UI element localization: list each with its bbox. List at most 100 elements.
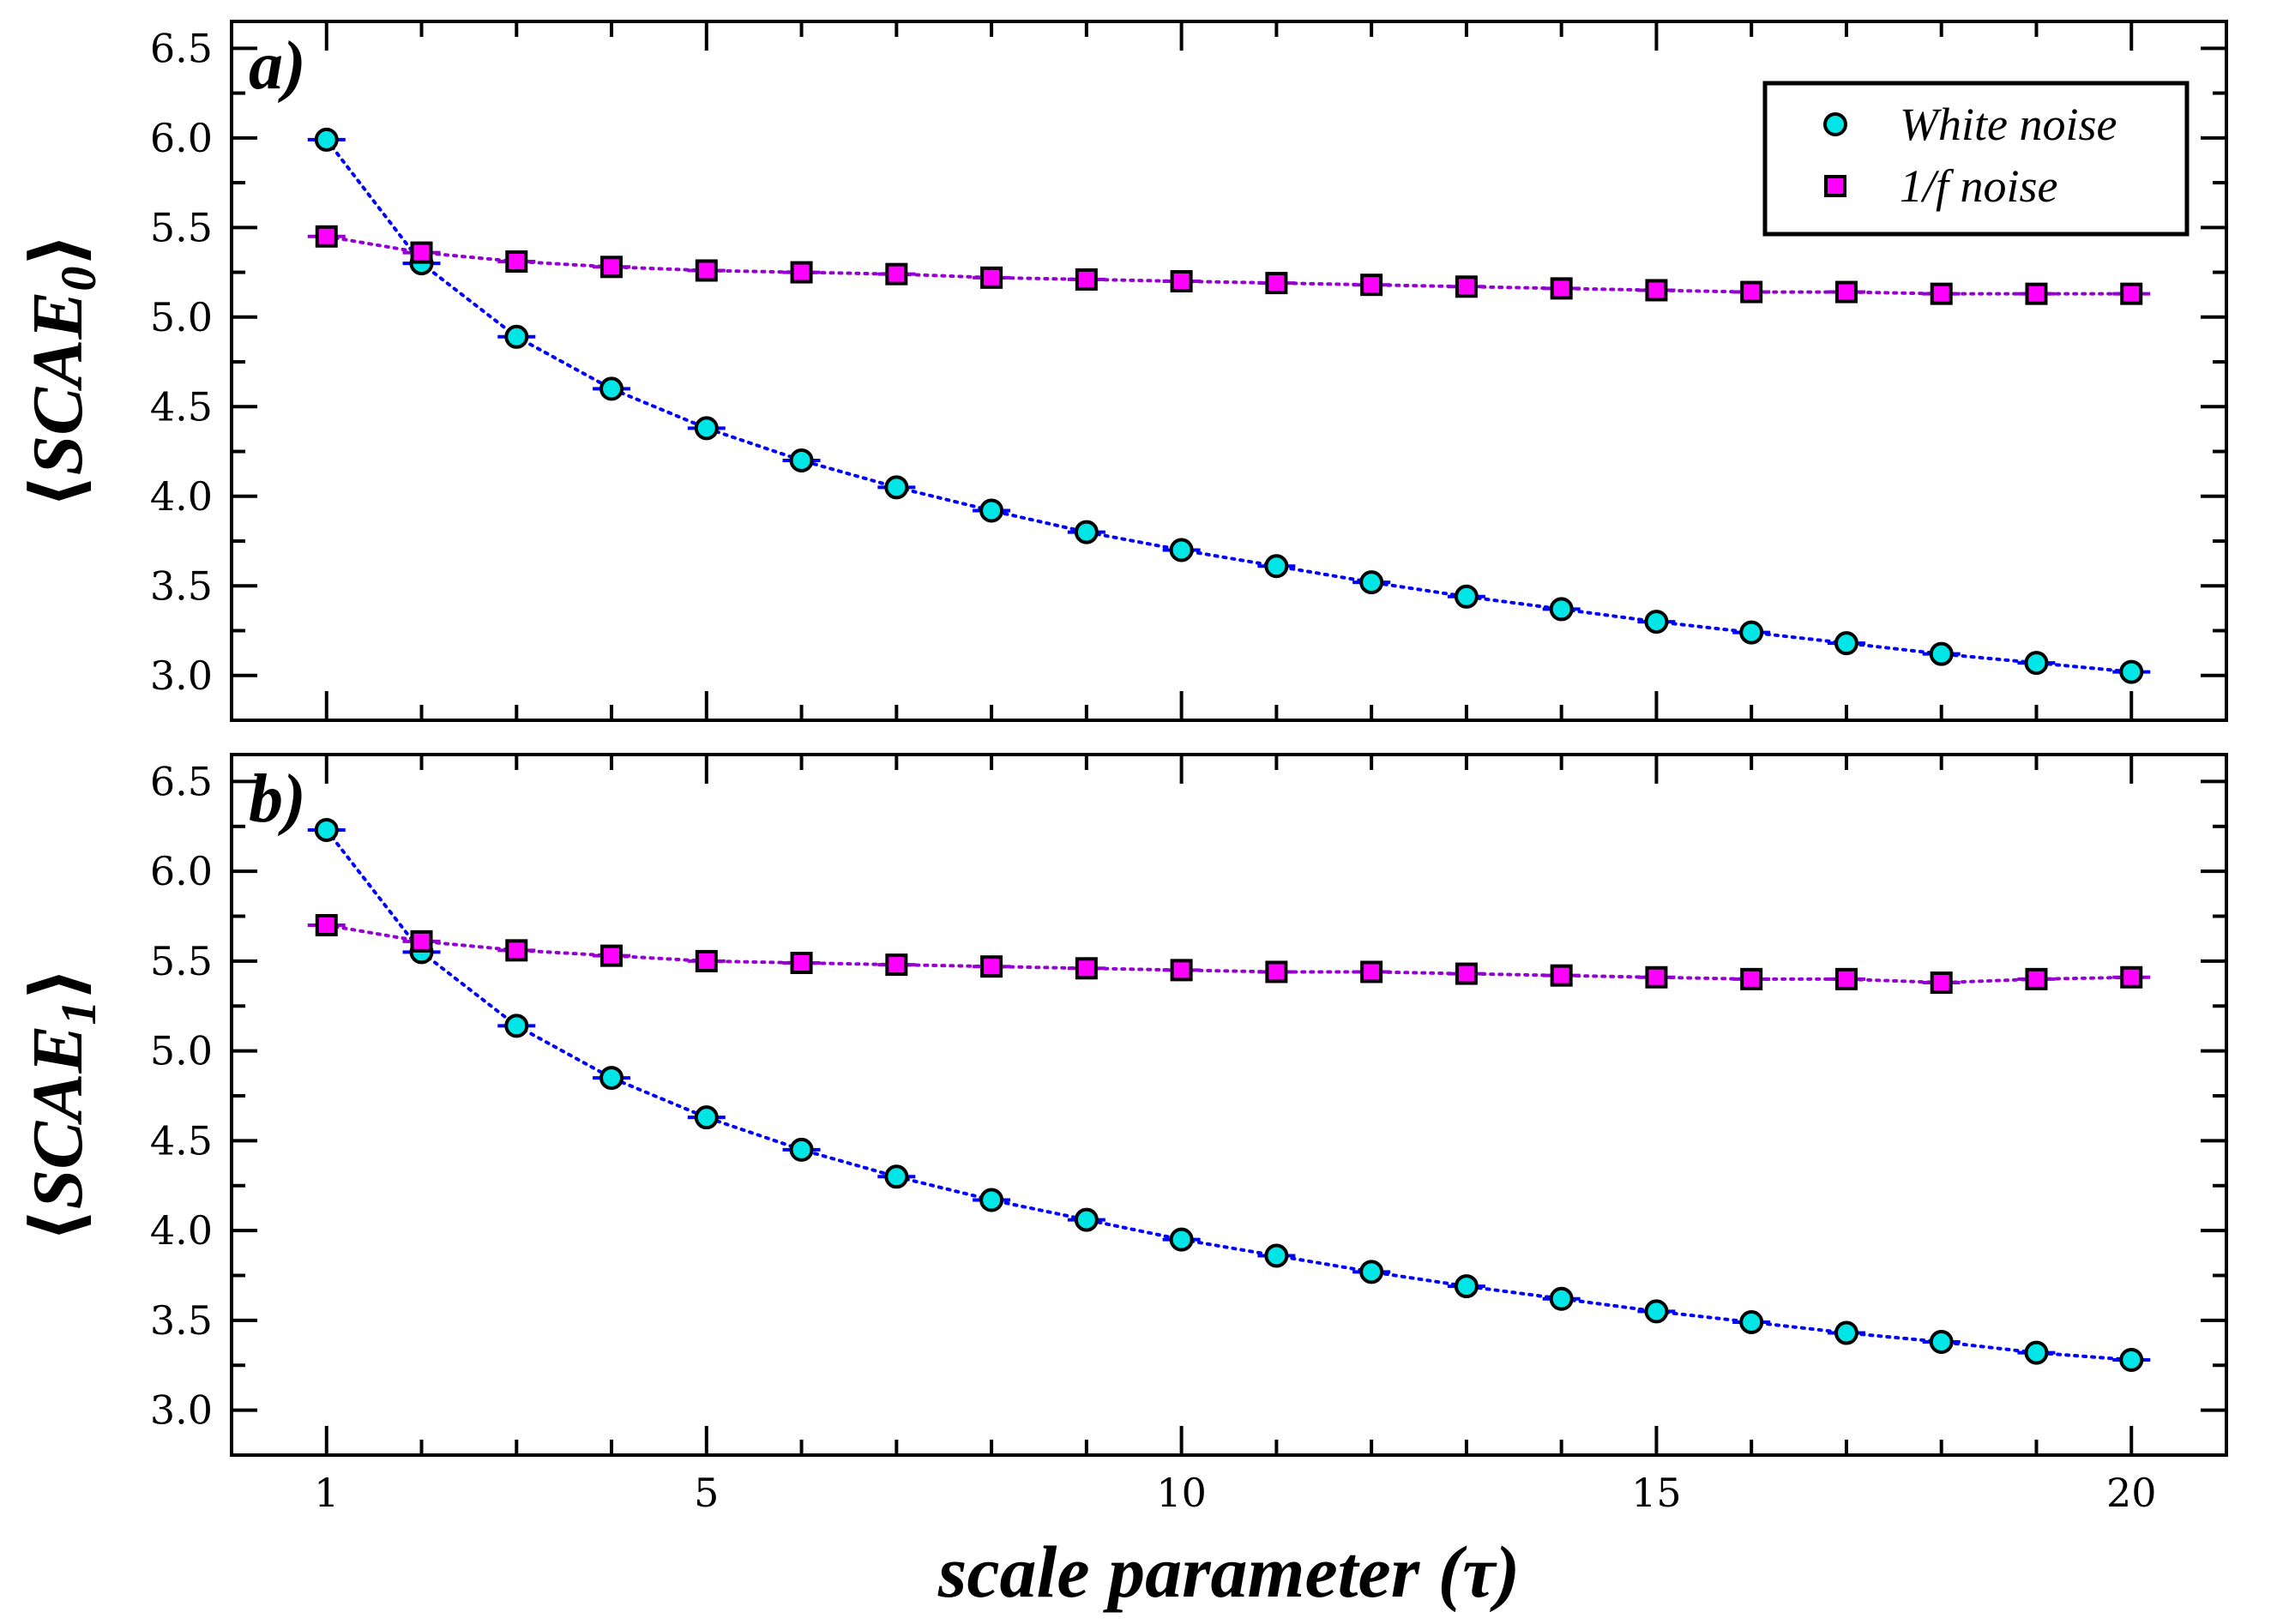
- data-point-white-noise: [1169, 1227, 1194, 1252]
- data-point-1f-noise: [790, 952, 813, 975]
- data-point-white-noise: [694, 416, 719, 441]
- series-line: [324, 137, 2134, 674]
- legend-label: 1/f noise: [1900, 160, 2058, 212]
- data-point-white-noise: [789, 1137, 814, 1162]
- x-tick-label: 20: [2106, 1470, 2157, 1516]
- data-point-white-noise: [1549, 597, 1574, 622]
- data-point-1f-noise: [1455, 275, 1478, 298]
- data-point-1f-noise: [790, 261, 813, 284]
- data-point-white-noise: [2119, 1347, 2144, 1372]
- data-point-1f-noise: [2025, 967, 2048, 990]
- x-tick-label: 5: [694, 1470, 719, 1516]
- data-point-1f-noise: [2025, 282, 2048, 305]
- data-point-white-noise: [599, 1066, 624, 1091]
- panel-a: 3.0 3.5 4.0 4.5 5.0 5.5 6.0 6.5 a) ⟨SCAE0⟩ White n…: [18, 20, 2228, 722]
- data-point-1f-noise: [695, 949, 718, 972]
- data-point-1f-noise: [980, 955, 1003, 978]
- data-point-white-noise: [1644, 1299, 1669, 1324]
- data-point-1f-noise: [1834, 967, 1858, 990]
- data-point-1f-noise: [980, 266, 1003, 289]
- data-point-1f-noise: [315, 225, 338, 248]
- data-point-white-noise: [1739, 620, 1764, 645]
- legend-box: [1762, 81, 2190, 237]
- data-point-1f-noise: [1265, 272, 1288, 295]
- y-tick-label: 4.5: [150, 1117, 213, 1164]
- y-tick-label: 4.0: [150, 473, 213, 520]
- data-point-white-noise: [1264, 554, 1289, 579]
- data-point-1f-noise: [1930, 971, 1953, 995]
- series-line: [324, 234, 2134, 296]
- data-point-white-noise: [314, 127, 339, 152]
- data-point-white-noise: [1454, 584, 1479, 609]
- data-point-1f-noise: [1360, 274, 1383, 297]
- y-tick-label: 5.5: [150, 204, 213, 250]
- data-point-white-noise: [1454, 1274, 1479, 1299]
- data-point-white-noise: [1739, 1309, 1764, 1334]
- series-line: [324, 923, 2134, 985]
- data-point-1f-noise: [600, 944, 623, 967]
- data-point-1f-noise: [1550, 277, 1573, 300]
- y-tick-label: 3.5: [150, 562, 213, 609]
- data-point-1f-noise: [1170, 270, 1193, 293]
- data-point-white-noise: [2024, 651, 2049, 676]
- data-point-white-noise: [1644, 610, 1669, 635]
- data-point-white-noise: [884, 475, 909, 500]
- data-point-white-noise: [599, 376, 624, 401]
- y-tick-label: 6.5: [150, 758, 213, 804]
- y-tick-label: 5.0: [150, 1028, 213, 1074]
- y-tick-label: 3.0: [150, 1387, 213, 1434]
- panel-b: 3.03.54.04.55.05.56.06.51 5 10 15 20b)⟨SCAE1…: [18, 753, 2228, 1613]
- data-point-white-noise: [1549, 1286, 1574, 1311]
- x-tick-label: 15: [1631, 1470, 1682, 1516]
- data-point-white-noise: [1929, 641, 1954, 666]
- data-point-white-noise: [1169, 538, 1194, 562]
- x-axis-label: scale parameter (τ): [937, 1531, 1520, 1613]
- data-point-white-noise: [884, 1164, 909, 1189]
- data-point-1f-noise: [885, 953, 908, 977]
- y-tick-label: 4.0: [150, 1207, 213, 1254]
- data-point-1f-noise: [885, 262, 908, 286]
- data-point-white-noise: [979, 498, 1004, 523]
- data-point-white-noise: [1359, 1260, 1384, 1284]
- y-tick-label: 5.0: [150, 294, 213, 340]
- plot-frame: [230, 753, 2228, 1457]
- y-tick-label: 5.5: [150, 938, 213, 984]
- data-point-1f-noise: [1740, 280, 1763, 304]
- panel-label: b): [249, 761, 306, 837]
- x-tick-label: 1: [314, 1470, 339, 1516]
- data-point-1f-noise: [505, 250, 528, 274]
- data-point-1f-noise: [2120, 965, 2143, 989]
- y-axis-label: ⟨SCAE0⟩: [18, 233, 106, 508]
- data-point-white-noise: [1074, 1207, 1099, 1232]
- y-tick-label: 6.0: [150, 848, 213, 894]
- y-axis-label: ⟨SCAE1⟩: [18, 967, 106, 1242]
- panel-label: a): [249, 28, 306, 104]
- data-point-1f-noise: [1455, 962, 1478, 985]
- series-line: [324, 828, 2134, 1362]
- data-point-1f-noise: [1645, 965, 1668, 989]
- data-point-1f-noise: [2120, 282, 2143, 305]
- data-point-1f-noise: [1930, 282, 1953, 305]
- data-point-1f-noise: [1360, 960, 1383, 983]
- y-tick-label: 4.5: [150, 383, 213, 430]
- data-point-1f-noise: [505, 939, 528, 962]
- data-point-white-noise: [1264, 1243, 1289, 1268]
- data-point-1f-noise: [1265, 960, 1288, 983]
- data-point-1f-noise: [1645, 279, 1668, 302]
- data-point-white-noise: [789, 448, 814, 472]
- data-point-white-noise: [2024, 1340, 2049, 1365]
- data-point-white-noise: [1074, 520, 1099, 544]
- legend-label: White noise: [1900, 99, 2117, 150]
- x-tick-label: 10: [1156, 1470, 1207, 1516]
- y-tick-label: 3.5: [150, 1297, 213, 1344]
- legend: White noise 1/f noise: [1762, 81, 2190, 237]
- data-point-1f-noise: [410, 241, 433, 264]
- y-tick-label: 6.5: [150, 25, 213, 71]
- data-point-1f-noise: [1740, 967, 1763, 990]
- data-point-1f-noise: [1075, 957, 1098, 980]
- plot-frame: [230, 20, 2228, 722]
- y-tick-label: 3.0: [150, 653, 213, 699]
- data-point-white-noise: [2119, 659, 2144, 684]
- y-tick-label: 6.0: [150, 115, 213, 161]
